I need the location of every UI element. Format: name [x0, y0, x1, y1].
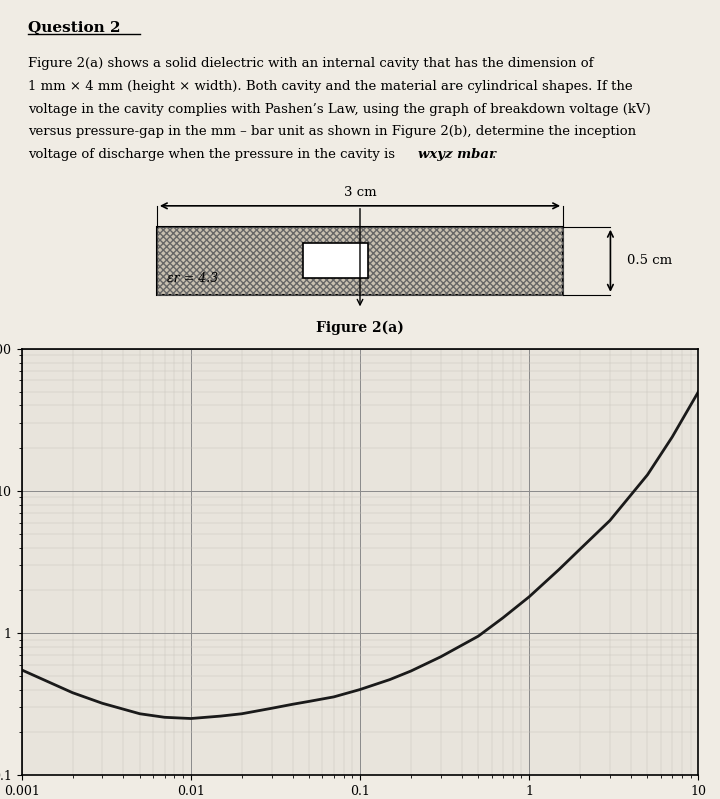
Text: εr = 4.3: εr = 4.3 — [167, 272, 218, 285]
Text: 1 mm × 4 mm (height × width). Both cavity and the material are cylindrical shape: 1 mm × 4 mm (height × width). Both cavit… — [28, 80, 633, 93]
Text: 0.5 cm: 0.5 cm — [627, 254, 672, 268]
Bar — [157, 227, 563, 295]
Text: voltage in the cavity complies with Pashen’s Law, using the graph of breakdown v: voltage in the cavity complies with Pash… — [28, 102, 651, 116]
Text: wxyz mbar: wxyz mbar — [418, 148, 495, 161]
Bar — [303, 243, 368, 278]
Text: voltage of discharge when the pressure in the cavity is: voltage of discharge when the pressure i… — [28, 148, 400, 161]
Bar — [157, 227, 563, 295]
Text: versus pressure-gap in the mm – bar unit as shown in Figure 2(b), determine the : versus pressure-gap in the mm – bar unit… — [28, 125, 636, 138]
Text: .: . — [492, 148, 496, 161]
Text: Figure 2(a) shows a solid dielectric with an internal cavity that has the dimens: Figure 2(a) shows a solid dielectric wit… — [28, 57, 594, 70]
Text: Question 2: Question 2 — [28, 21, 121, 34]
Text: 3 cm: 3 cm — [343, 186, 377, 200]
Text: Figure 2(a): Figure 2(a) — [316, 320, 404, 335]
